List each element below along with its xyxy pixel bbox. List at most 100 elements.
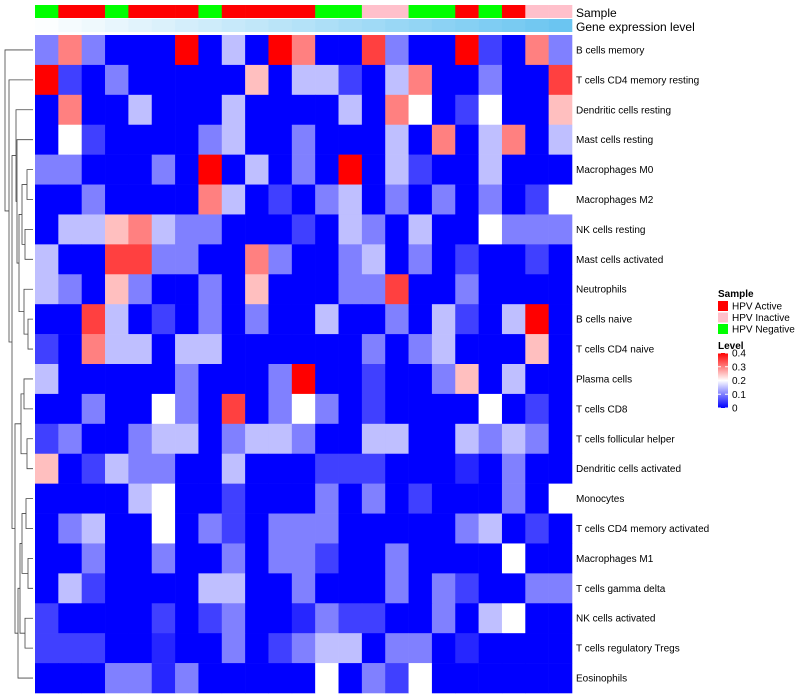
heatmap-cell	[361, 154, 386, 185]
heatmap-cell	[291, 393, 316, 425]
row-label: B cells memory	[576, 45, 644, 56]
heatmap-cell	[268, 633, 293, 664]
sample-group-cell	[175, 5, 199, 18]
heatmap-cell	[58, 603, 82, 634]
heatmap-cell	[81, 184, 106, 215]
heatmap-cell	[525, 543, 549, 574]
expression-level-cell	[478, 19, 503, 32]
expression-level-cell	[128, 19, 153, 32]
heatmap-cell	[501, 334, 526, 365]
dendrogram-branch	[4, 49, 33, 212]
heatmap-cell	[338, 364, 363, 395]
heatmap-cell	[548, 364, 573, 395]
heatmap-cell	[35, 573, 59, 604]
expression-level-cell	[431, 19, 456, 32]
heatmap-cell	[408, 124, 433, 155]
heatmap-cell	[455, 94, 479, 126]
level-colorbar	[718, 353, 728, 408]
level-tick-label: 0.3	[732, 362, 746, 373]
heatmap-cell	[501, 543, 526, 574]
heatmap-cell	[268, 304, 293, 335]
heatmap-cell	[408, 423, 433, 455]
dendrogram-branch	[23, 378, 33, 410]
heatmap-cell	[455, 124, 479, 155]
expression-level-cell	[35, 19, 59, 32]
heatmap-cell	[361, 513, 386, 544]
sample-group-cell	[105, 5, 129, 18]
heatmap-cell	[105, 184, 129, 215]
sample-group-cell	[431, 5, 456, 18]
heatmap-cell	[408, 513, 433, 544]
heatmap-cell	[221, 244, 246, 275]
row-label: NK cells activated	[576, 614, 655, 625]
heatmap-cell	[268, 94, 293, 126]
heatmap-cell	[198, 35, 223, 66]
heatmap-cell	[478, 214, 503, 245]
heatmap-cell	[501, 573, 526, 604]
heatmap-cell	[198, 64, 223, 96]
sample-legend-label: HPV Negative	[732, 325, 795, 336]
heatmap-cell	[315, 154, 339, 185]
row-label: Dendritic cells resting	[576, 105, 671, 116]
heatmap-cell	[151, 364, 176, 395]
heatmap-cell	[431, 124, 456, 155]
heatmap-cell	[548, 244, 573, 275]
heatmap-cell	[431, 633, 456, 664]
sample-legend-label: HPV Inactive	[732, 313, 790, 324]
heatmap-cell	[35, 124, 59, 155]
row-label: Mast cells activated	[576, 255, 663, 266]
heatmap-cell	[525, 124, 549, 155]
heatmap-cell	[151, 244, 176, 275]
heatmap-cell	[385, 124, 409, 155]
row-label: T cells follicular helper	[576, 434, 675, 445]
expression-level-cell	[245, 19, 269, 32]
heatmap-cell	[455, 663, 479, 694]
heatmap-cell	[105, 214, 129, 245]
heatmap-cell	[175, 334, 199, 365]
heatmap-cell	[408, 573, 433, 604]
heatmap-cell	[455, 274, 479, 305]
heatmap-cell	[455, 214, 479, 245]
level-tick-label: 0	[732, 404, 738, 415]
expression-level-cell	[268, 19, 293, 32]
sample-group-cell	[548, 5, 573, 18]
heatmap-cell	[81, 124, 106, 155]
heatmap-cell	[431, 513, 456, 544]
heatmap-cell	[478, 124, 503, 155]
heatmap-cell	[315, 483, 339, 514]
heatmap-cell	[291, 364, 316, 395]
heatmap-cell	[58, 543, 82, 574]
heatmap-cell	[35, 334, 59, 365]
row-label: Macrophages M2	[576, 195, 654, 206]
heatmap-cell	[501, 214, 526, 245]
heatmap-cell	[35, 483, 59, 514]
heatmap-cell	[245, 124, 269, 155]
heatmap-cell	[361, 423, 386, 455]
heatmap-cell	[268, 513, 293, 544]
heatmap-cell	[175, 633, 199, 664]
heatmap-cell	[548, 633, 573, 664]
heatmap-cell	[548, 64, 573, 96]
heatmap-cell	[431, 154, 456, 185]
heatmap-cell	[128, 244, 153, 275]
heatmap-cell	[548, 184, 573, 215]
sample-legend-swatch	[718, 312, 728, 323]
heatmap-cell	[128, 453, 153, 484]
heatmap-cell	[268, 663, 293, 694]
heatmap-cell	[361, 483, 386, 514]
heatmap-cell	[221, 453, 246, 484]
heatmap-cell	[35, 603, 59, 634]
heatmap-cell	[35, 543, 59, 574]
heatmap-cell	[338, 483, 363, 514]
row-label: Eosinophils	[576, 674, 627, 685]
heatmap-cell	[525, 453, 549, 484]
heatmap-cell	[291, 35, 316, 66]
row-label: T cells CD8	[576, 404, 628, 415]
heatmap-cell	[291, 543, 316, 574]
heatmap-cell	[455, 633, 479, 664]
row-dendrogram	[4, 49, 33, 679]
heatmap-cell	[175, 64, 199, 96]
heatmap-cell	[151, 64, 176, 96]
heatmap-cell	[221, 124, 246, 155]
